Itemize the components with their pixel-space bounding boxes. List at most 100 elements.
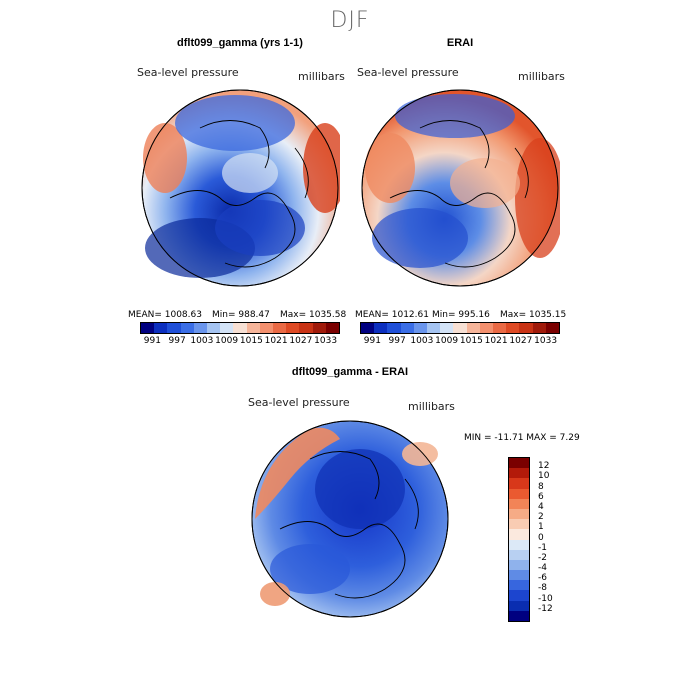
left-polar-map	[141, 89, 340, 287]
colorbar-swatch	[220, 323, 234, 333]
colorbar-tick-label: 1021	[484, 336, 508, 346]
right-units-label: millibars	[518, 70, 565, 83]
right-mean: MEAN= 1012.61	[355, 310, 429, 320]
left-colorbar	[140, 322, 340, 334]
colorbar-tick-label: 991	[363, 336, 381, 346]
diff-colorbar-tick-label: 10	[538, 471, 550, 482]
colorbar-swatch	[509, 529, 529, 540]
right-panel-title: ERAI	[446, 37, 474, 49]
colorbar-swatch	[509, 559, 529, 571]
colorbar-swatch	[532, 323, 546, 333]
colorbar-tick-label: 1009	[435, 336, 459, 346]
diff-colorbar-tick-label: -8	[538, 583, 547, 594]
diff-colorbar-tick-label: 12	[538, 461, 550, 472]
colorbar-swatch	[509, 600, 529, 611]
colorbar-swatch	[493, 323, 507, 333]
diff-polar-map	[251, 420, 449, 618]
colorbar-swatch	[509, 498, 529, 509]
diff-units-label: millibars	[408, 400, 455, 413]
diff-colorbar-tick-label: 2	[538, 512, 544, 523]
colorbar-swatch	[545, 323, 560, 333]
left-colorbar-ticks: 991 997 1003 1009 1015 1021 1027 1033	[140, 336, 338, 346]
colorbar-swatch	[325, 323, 340, 333]
right-min: Min= 995.16	[432, 310, 490, 320]
diff-colorbar-tick-label: -4	[538, 563, 547, 574]
left-mean: MEAN= 1008.63	[128, 310, 202, 320]
colorbar-swatch	[509, 610, 529, 621]
colorbar-swatch	[286, 323, 300, 333]
colorbar-swatch	[509, 508, 529, 520]
colorbar-swatch	[509, 488, 529, 499]
colorbar-swatch	[299, 323, 313, 333]
diff-colorbar-tick-label: 6	[538, 491, 544, 502]
colorbar-swatch	[167, 323, 181, 333]
colorbar-swatch	[509, 468, 529, 479]
diff-colorbar-tick-label: -12	[538, 603, 553, 614]
colorbar-tick-label: 1009	[215, 336, 239, 346]
colorbar-swatch	[509, 478, 529, 489]
colorbar-tick-label: 1015	[459, 336, 483, 346]
colorbar-swatch	[141, 323, 155, 333]
left-max: Max= 1035.58	[280, 310, 347, 320]
colorbar-swatch	[374, 323, 388, 333]
diff-colorbar-tick-label: 1	[538, 522, 544, 533]
diff-colorbar-tick-label: -10	[538, 593, 553, 604]
diff-colorbar-tick-label: -2	[538, 552, 547, 563]
colorbar-swatch	[246, 323, 260, 333]
colorbar-swatch	[509, 539, 529, 550]
left-units-label: millibars	[298, 70, 345, 83]
colorbar-swatch	[479, 323, 494, 333]
left-variable-label: Sea-level pressure	[137, 66, 239, 79]
season-title: DJF	[330, 8, 370, 33]
right-polar-map	[361, 89, 560, 287]
colorbar-swatch	[509, 519, 529, 530]
colorbar-tick-label: 1027	[289, 336, 313, 346]
diff-minmax: MIN = -11.71 MAX = 7.29	[464, 433, 580, 443]
colorbar-swatch	[312, 323, 326, 333]
left-panel-title: dflt099_gamma (yrs 1-1)	[177, 37, 303, 49]
colorbar-swatch	[509, 458, 529, 469]
colorbar-swatch	[180, 323, 194, 333]
colorbar-tick-label: 1033	[534, 336, 558, 346]
left-min: Min= 988.47	[212, 310, 270, 320]
diff-colorbar-tick-label: 8	[538, 481, 544, 492]
colorbar-swatch	[400, 323, 414, 333]
colorbar-swatch	[413, 323, 428, 333]
colorbar-swatch	[440, 323, 454, 333]
colorbar-swatch	[509, 570, 529, 581]
colorbar-swatch	[207, 323, 221, 333]
colorbar-tick-label: 1021	[264, 336, 288, 346]
colorbar-tick-label: 991	[143, 336, 161, 346]
colorbar-swatch	[154, 323, 168, 333]
colorbar-tick-label: 1003	[410, 336, 434, 346]
colorbar-swatch	[466, 323, 480, 333]
colorbar-tick-label: 1033	[314, 336, 338, 346]
colorbar-swatch	[519, 323, 533, 333]
diff-colorbar-tick-label: 4	[538, 501, 544, 512]
colorbar-swatch	[509, 590, 529, 601]
colorbar-tick-label: 997	[168, 336, 186, 346]
right-colorbar	[360, 322, 560, 334]
colorbar-swatch	[506, 323, 520, 333]
colorbar-tick-label: 997	[388, 336, 406, 346]
colorbar-swatch	[387, 323, 401, 333]
colorbar-tick-label: 1003	[190, 336, 214, 346]
colorbar-swatch	[509, 549, 529, 560]
colorbar-swatch	[509, 580, 529, 591]
colorbar-swatch	[453, 323, 467, 333]
colorbar-swatch	[233, 323, 247, 333]
diff-colorbar-tick-label: 0	[538, 532, 544, 543]
diff-variable-label: Sea-level pressure	[248, 396, 350, 409]
colorbar-swatch	[361, 323, 375, 333]
colorbar-swatch	[427, 323, 441, 333]
right-max: Max= 1035.15	[500, 310, 567, 320]
right-colorbar-ticks: 991 997 1003 1009 1015 1021 1027 1033	[360, 336, 558, 346]
colorbar-tick-label: 1027	[509, 336, 533, 346]
diff-colorbar-ticks: 12 10 8 6 4 2 1 0 -1 -2 -4 -6 -8 -10 -12	[538, 457, 578, 620]
diff-colorbar-tick-label: -1	[538, 542, 547, 553]
right-variable-label: Sea-level pressure	[357, 66, 459, 79]
diff-colorbar-tick-label: -6	[538, 573, 547, 584]
colorbar-tick-label: 1015	[239, 336, 263, 346]
colorbar-swatch	[193, 323, 208, 333]
diff-colorbar	[508, 457, 530, 622]
